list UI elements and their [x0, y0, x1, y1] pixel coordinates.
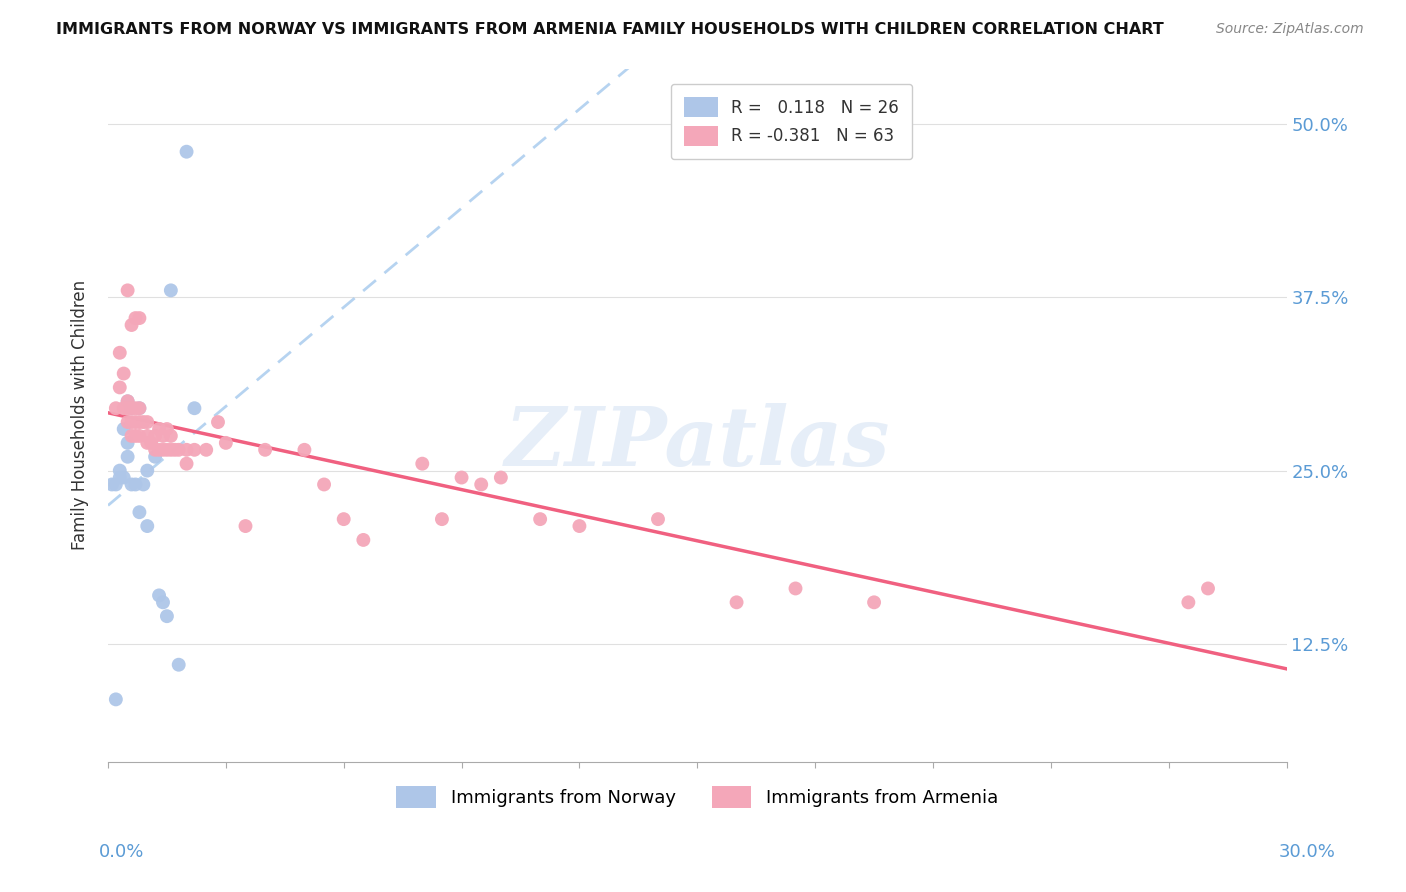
- Point: [156, 609, 179, 624]
- Point: [430, 512, 453, 526]
- Point: [312, 477, 335, 491]
- Point: [143, 442, 166, 457]
- Point: [121, 429, 143, 443]
- Point: [725, 595, 748, 609]
- Text: Source: ZipAtlas.com: Source: ZipAtlas.com: [1216, 22, 1364, 37]
- Point: [152, 442, 174, 457]
- Point: [332, 512, 354, 526]
- Point: [108, 380, 131, 394]
- Point: [163, 442, 186, 457]
- Point: [124, 311, 146, 326]
- Point: [152, 595, 174, 609]
- Point: [195, 442, 218, 457]
- Point: [235, 519, 257, 533]
- Point: [132, 415, 155, 429]
- Point: [117, 394, 139, 409]
- Point: [124, 429, 146, 443]
- Point: [124, 477, 146, 491]
- Point: [117, 435, 139, 450]
- Point: [489, 470, 512, 484]
- Point: [647, 512, 669, 526]
- Point: [160, 429, 183, 443]
- Point: [117, 394, 139, 409]
- Point: [108, 345, 131, 359]
- Point: [450, 470, 472, 484]
- Point: [160, 284, 183, 298]
- Point: [143, 450, 166, 464]
- Point: [112, 367, 135, 381]
- Point: [294, 442, 316, 457]
- Text: IMMIGRANTS FROM NORWAY VS IMMIGRANTS FROM ARMENIA FAMILY HOUSEHOLDS WITH CHILDRE: IMMIGRANTS FROM NORWAY VS IMMIGRANTS FRO…: [56, 22, 1164, 37]
- Point: [156, 442, 179, 457]
- Point: [121, 477, 143, 491]
- Point: [152, 429, 174, 443]
- Point: [124, 401, 146, 416]
- Point: [121, 401, 143, 416]
- Point: [176, 457, 198, 471]
- Point: [128, 429, 150, 443]
- Point: [148, 442, 170, 457]
- Point: [141, 435, 163, 450]
- Point: [156, 422, 179, 436]
- Point: [568, 519, 591, 533]
- Point: [863, 595, 886, 609]
- Point: [167, 442, 190, 457]
- Point: [143, 429, 166, 443]
- Point: [529, 512, 551, 526]
- Point: [148, 588, 170, 602]
- Text: ZIPatlas: ZIPatlas: [505, 403, 890, 483]
- Point: [1177, 595, 1199, 609]
- Point: [104, 692, 127, 706]
- Point: [470, 477, 492, 491]
- Text: 30.0%: 30.0%: [1279, 843, 1336, 861]
- Point: [112, 470, 135, 484]
- Point: [104, 401, 127, 416]
- Point: [112, 401, 135, 416]
- Point: [117, 415, 139, 429]
- Point: [128, 401, 150, 416]
- Point: [160, 442, 183, 457]
- Point: [104, 477, 127, 491]
- Point: [352, 533, 374, 547]
- Point: [136, 429, 159, 443]
- Point: [136, 519, 159, 533]
- Point: [132, 477, 155, 491]
- Point: [117, 401, 139, 416]
- Point: [128, 415, 150, 429]
- Point: [167, 657, 190, 672]
- Point: [121, 318, 143, 332]
- Point: [128, 311, 150, 326]
- Point: [121, 415, 143, 429]
- Point: [108, 470, 131, 484]
- Point: [117, 284, 139, 298]
- Point: [411, 457, 433, 471]
- Text: 0.0%: 0.0%: [98, 843, 143, 861]
- Point: [1197, 582, 1219, 596]
- Point: [136, 464, 159, 478]
- Point: [121, 401, 143, 416]
- Point: [117, 450, 139, 464]
- Point: [128, 401, 150, 416]
- Point: [128, 505, 150, 519]
- Legend: Immigrants from Norway, Immigrants from Armenia: Immigrants from Norway, Immigrants from …: [389, 779, 1005, 815]
- Point: [112, 422, 135, 436]
- Point: [215, 435, 238, 450]
- Point: [176, 145, 198, 159]
- Point: [108, 464, 131, 478]
- Point: [254, 442, 277, 457]
- Point: [148, 422, 170, 436]
- Point: [136, 415, 159, 429]
- Y-axis label: Family Households with Children: Family Households with Children: [72, 280, 89, 550]
- Point: [136, 435, 159, 450]
- Point: [176, 442, 198, 457]
- Point: [101, 477, 124, 491]
- Point: [124, 415, 146, 429]
- Point: [207, 415, 229, 429]
- Point: [785, 582, 807, 596]
- Point: [183, 442, 205, 457]
- Point: [183, 401, 205, 416]
